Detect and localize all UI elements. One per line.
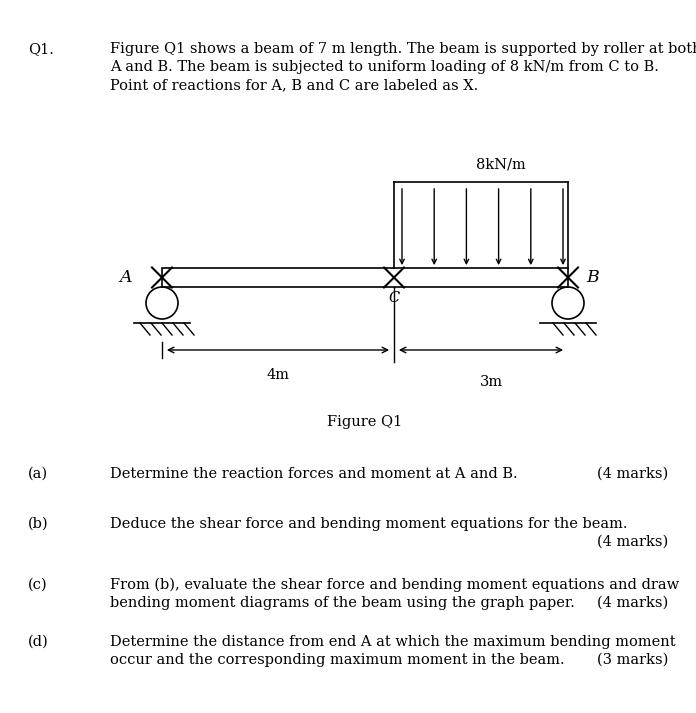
Text: From (b), evaluate the shear force and bending moment equations and draw: From (b), evaluate the shear force and b… xyxy=(110,578,679,593)
Text: 8kN/m: 8kN/m xyxy=(476,158,526,172)
Text: C: C xyxy=(388,291,400,305)
Text: A: A xyxy=(120,269,132,286)
Text: Determine the distance from end A at which the maximum bending moment: Determine the distance from end A at whi… xyxy=(110,635,676,649)
Text: Figure Q1: Figure Q1 xyxy=(327,415,402,429)
Text: bending moment diagrams of the beam using the graph paper.: bending moment diagrams of the beam usin… xyxy=(110,596,575,610)
Text: occur and the corresponding maximum moment in the beam.: occur and the corresponding maximum mome… xyxy=(110,653,564,667)
Text: (a): (a) xyxy=(28,467,48,481)
Text: (4 marks): (4 marks) xyxy=(596,467,668,481)
Text: (3 marks): (3 marks) xyxy=(596,653,668,667)
Text: Determine the reaction forces and moment at A and B.: Determine the reaction forces and moment… xyxy=(110,467,518,481)
Text: Figure Q1 shows a beam of 7 m length. The beam is supported by roller at both: Figure Q1 shows a beam of 7 m length. Th… xyxy=(110,42,696,56)
Text: 4m: 4m xyxy=(267,368,290,382)
Text: A and B. The beam is subjected to uniform loading of 8 kN/m from C to B.: A and B. The beam is subjected to unifor… xyxy=(110,60,659,74)
Text: (4 marks): (4 marks) xyxy=(596,535,668,549)
Text: (4 marks): (4 marks) xyxy=(596,596,668,610)
Text: 3m: 3m xyxy=(480,375,503,389)
Text: (c): (c) xyxy=(28,578,47,592)
Text: Q1.: Q1. xyxy=(28,42,54,56)
Text: Deduce the shear force and bending moment equations for the beam.: Deduce the shear force and bending momen… xyxy=(110,517,628,531)
Text: B: B xyxy=(586,269,599,286)
Text: Point of reactions for A, B and C are labeled as X.: Point of reactions for A, B and C are la… xyxy=(110,78,478,92)
Text: (d): (d) xyxy=(28,635,49,649)
Text: (b): (b) xyxy=(28,517,49,531)
Bar xyxy=(162,268,568,287)
